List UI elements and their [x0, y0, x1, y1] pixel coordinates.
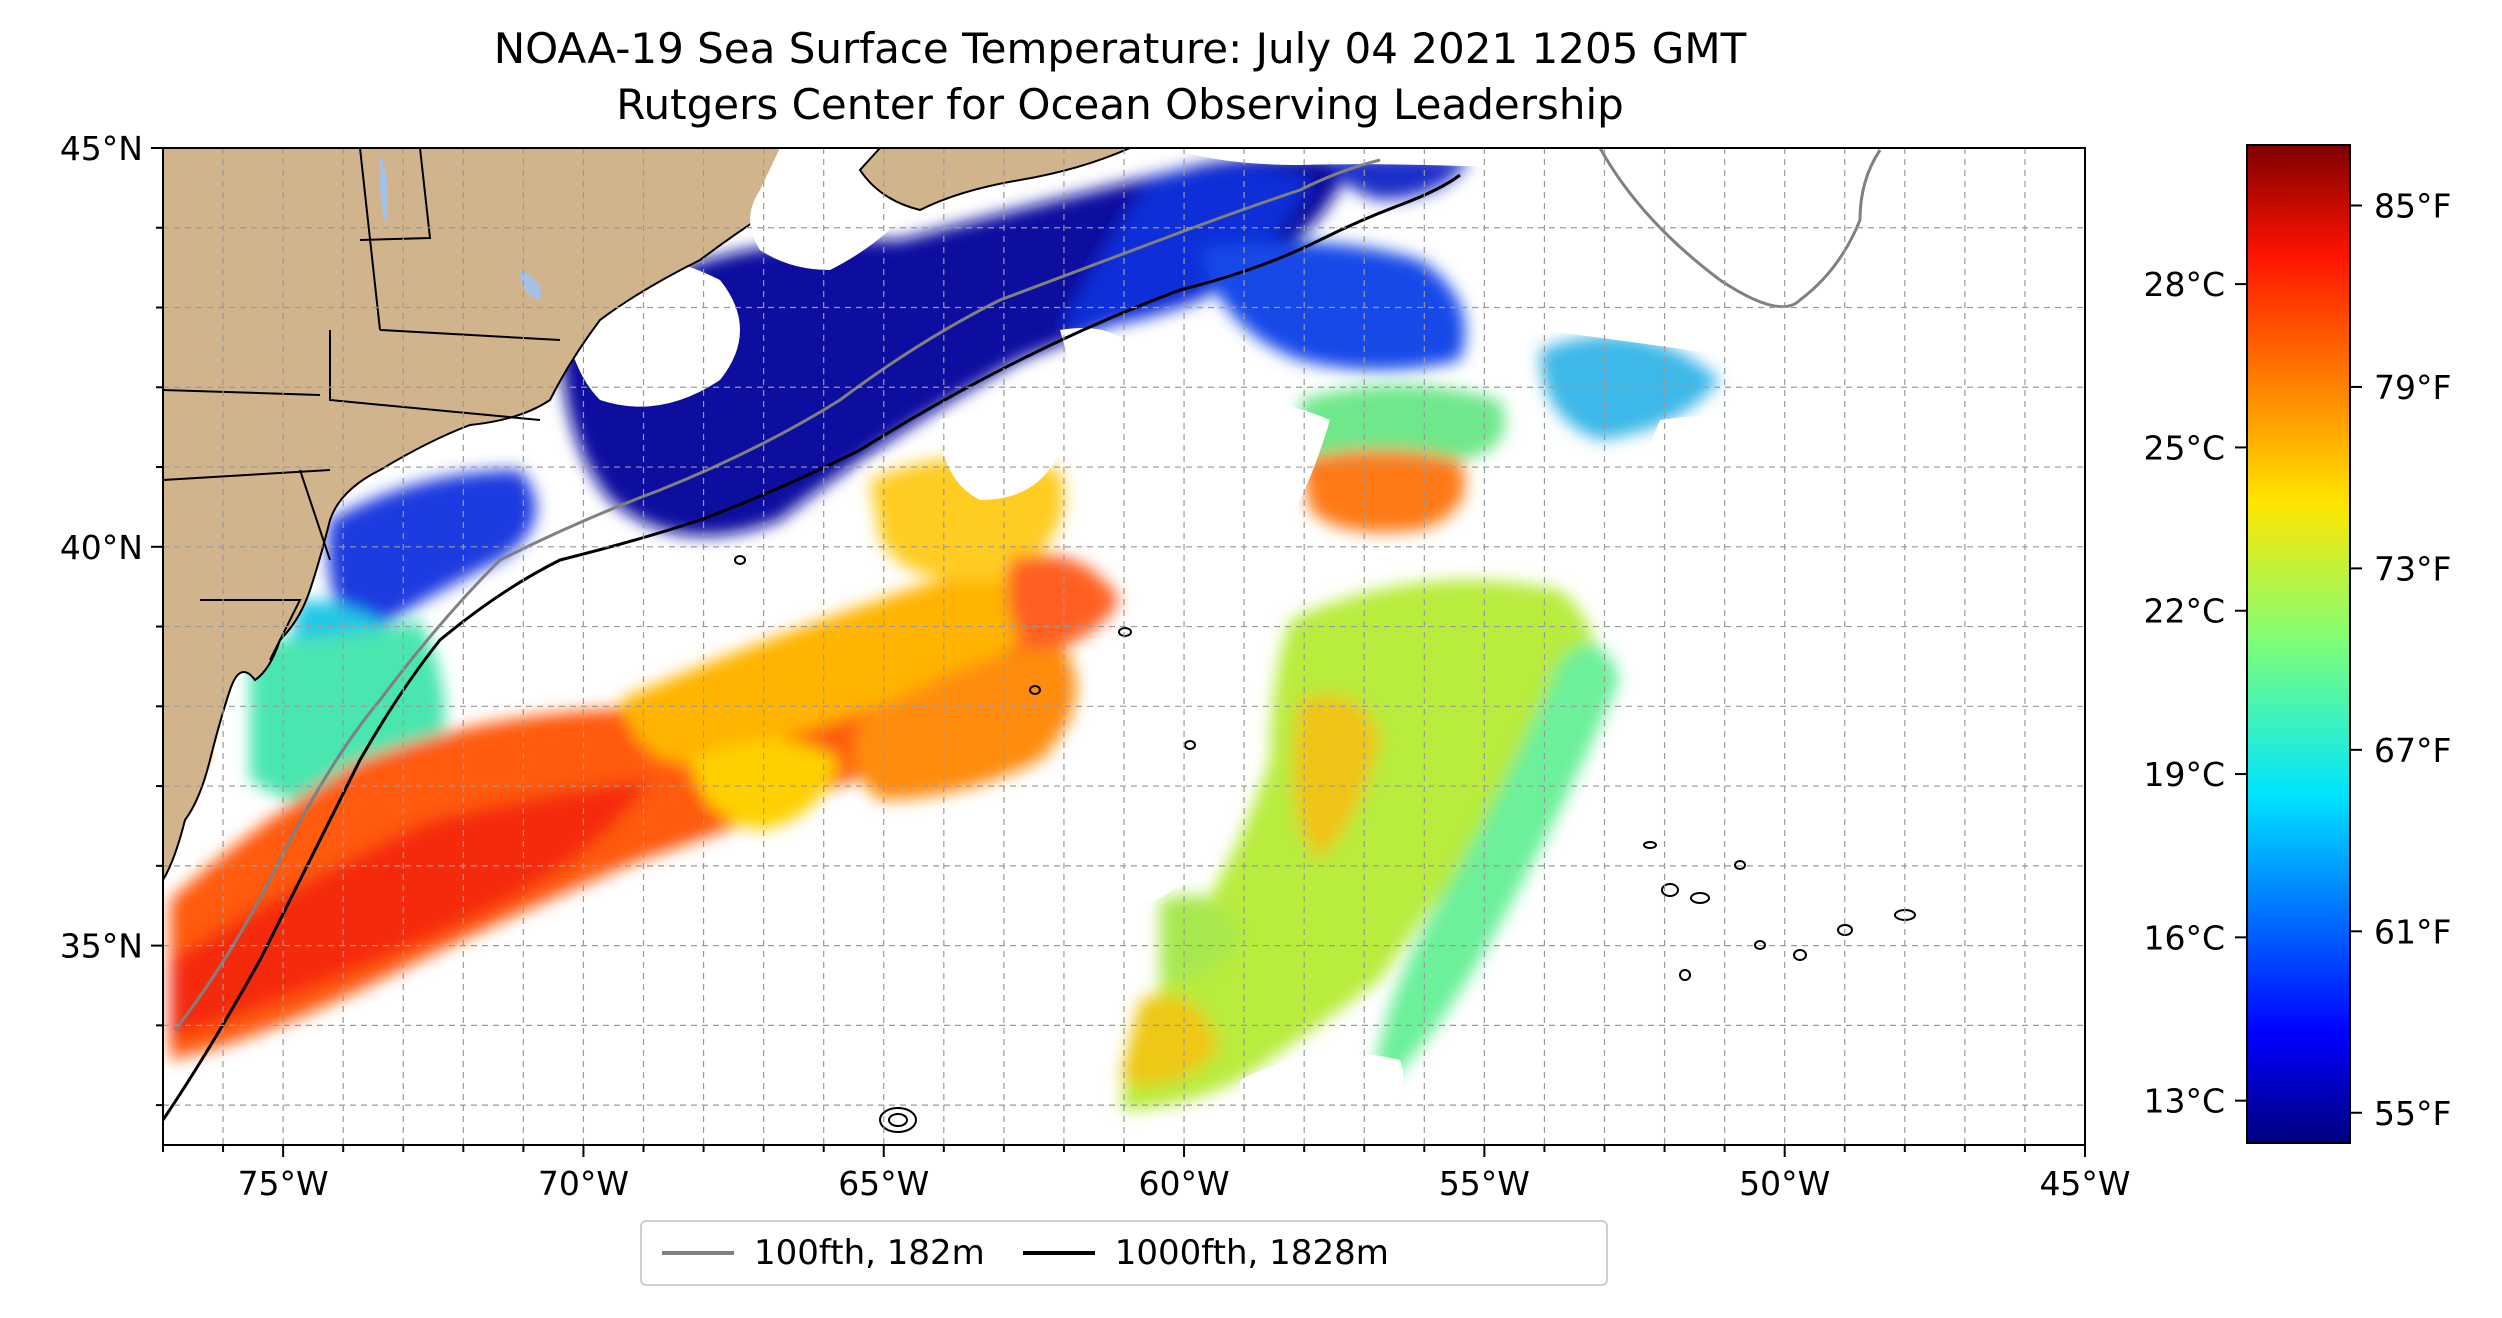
- legend-label-100fth: 100fth, 182m: [754, 1233, 985, 1273]
- lat-ticks: 35°N 40°N 45°N: [60, 129, 163, 1107]
- map-subtitle: Rutgers Center for Ocean Observing Leade…: [616, 80, 1624, 129]
- legend-item-1000fth: 1000fth, 1828m: [1022, 1233, 1389, 1273]
- lat-tick-label: 45°N: [60, 129, 143, 168]
- lon-tick-label: 60°W: [1139, 1164, 1230, 1203]
- land: [163, 148, 1870, 882]
- colorbar-f-label: 73°F: [2374, 549, 2451, 588]
- legend-line-gray: [662, 1251, 734, 1255]
- legend-line-black: [1022, 1251, 1095, 1255]
- legend-item-100fth: 100fth, 182m: [662, 1233, 985, 1273]
- colorbar-c-label: 19°C: [2143, 755, 2225, 794]
- cloud-mask: [560, 177, 2085, 1145]
- isobath-100fth: [173, 148, 1882, 1031]
- colorbar: [2246, 144, 2351, 1144]
- lon-tick-label: 45°W: [2039, 1164, 2130, 1203]
- legend: 100fth, 182m 1000fth, 1828m: [640, 1220, 1608, 1286]
- lon-ticks: 75°W 70°W 65°W 60°W 55°W 50°W 45°W: [162, 1145, 2131, 1203]
- colorbar-c-label: 22°C: [2143, 592, 2225, 631]
- lat-tick-label: 35°N: [60, 927, 143, 966]
- lon-tick-label: 75°W: [238, 1164, 329, 1203]
- lon-tick-label: 65°W: [838, 1164, 929, 1203]
- colorbar-c-label: 28°C: [2143, 265, 2225, 304]
- colorbar-c-label: 16°C: [2143, 918, 2225, 957]
- colorbar-c-label: 25°C: [2143, 428, 2225, 467]
- lon-tick-label: 50°W: [1739, 1164, 1830, 1203]
- legend-label-1000fth: 1000fth, 1828m: [1114, 1233, 1389, 1273]
- colorbar-f-label: 55°F: [2374, 1094, 2451, 1133]
- isobath-1000fth: [163, 173, 1461, 1121]
- map-title: NOAA-19 Sea Surface Temperature: July 04…: [493, 24, 1747, 73]
- colorbar-ticks: 85°F 79°F 73°F 67°F 61°F 55°F 28°C 25°C 22°C 19°C…: [2143, 186, 2451, 1132]
- colorbar-f-label: 85°F: [2374, 186, 2451, 225]
- lon-tick-label: 70°W: [538, 1164, 629, 1203]
- colorbar-c-label: 13°C: [2143, 1082, 2225, 1121]
- sst-field: [163, 155, 1720, 1110]
- colorbar-f-label: 61°F: [2374, 912, 2451, 951]
- lat-tick-label: 40°N: [60, 528, 143, 567]
- lon-tick-label: 55°W: [1439, 1164, 1530, 1203]
- colorbar-f-label: 79°F: [2374, 368, 2451, 407]
- colorbar-f-label: 67°F: [2374, 731, 2451, 770]
